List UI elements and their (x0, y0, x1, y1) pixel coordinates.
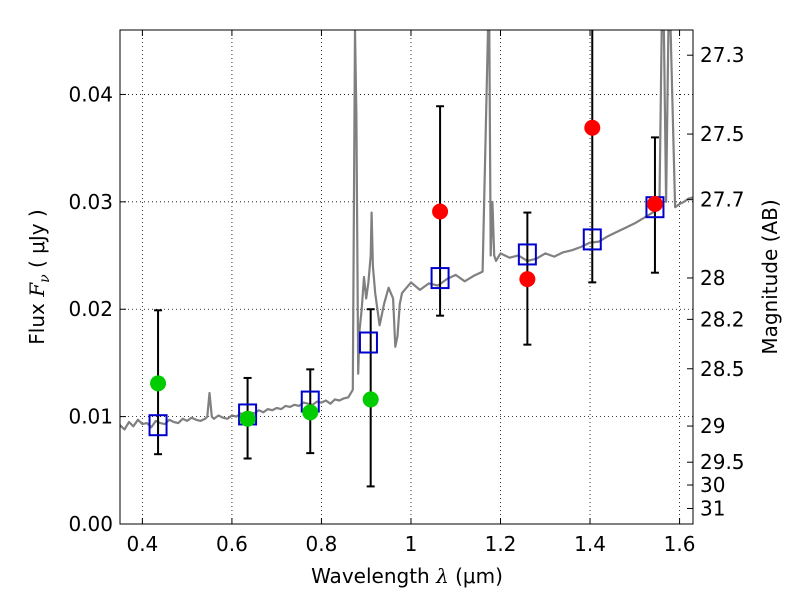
photometry-point (432, 203, 449, 220)
y-tick-label: 0.01 (68, 405, 113, 429)
y-tick-label: 0.04 (68, 82, 113, 106)
y2-axis-label: Magnitude (AB) (758, 199, 782, 354)
model-band-square (582, 228, 602, 251)
y-tick-label: 0.03 (68, 190, 113, 214)
grid-lines (120, 30, 693, 525)
x-tick-label: 1 (405, 532, 418, 556)
photometry-point (239, 410, 256, 427)
y-axis-label: Flux Fν ( μJy ) (25, 209, 53, 344)
y-tick-label: 0.02 (68, 297, 113, 321)
y2-tick-label: 27.3 (700, 43, 745, 67)
y2-tick-label: 27.7 (700, 188, 745, 212)
x-tick-label: 0.6 (216, 532, 248, 556)
y2-tick-label: 28 (700, 266, 725, 290)
tick-layer: 0.4 0.6 0.8 1 1.2 1.4 1.6 0.00 0.01 0.02 0.03 0.04 2… (68, 30, 745, 556)
photometry-point (584, 119, 601, 136)
y2-tick-label: 29.5 (700, 450, 745, 474)
y2-tick-label: 29 (700, 414, 725, 438)
model-band-square (148, 414, 168, 437)
x-tick-label: 0.8 (306, 532, 338, 556)
plot-frame (119, 29, 694, 525)
y2-tick-label: 31 (700, 496, 725, 520)
y2-tick-label: 30 (700, 473, 725, 497)
y2-tick-label: 27.5 (700, 122, 745, 146)
photometry-point (646, 195, 663, 212)
model-band-square (430, 267, 450, 290)
model-spectrum-line (120, 30, 693, 431)
x-tick-label: 1.4 (574, 532, 606, 556)
photometry-point (519, 271, 536, 288)
y-tick-label: 0.00 (68, 512, 113, 536)
photometry-point (362, 391, 379, 408)
y2-tick-label: 28.5 (700, 357, 745, 381)
model-band-square (358, 331, 378, 354)
model-band-square (517, 243, 537, 266)
y2-tick-label: 28.2 (700, 307, 745, 331)
spectrum-layer (120, 30, 693, 431)
marker-layer (148, 119, 665, 437)
x-tick-label: 1.2 (485, 532, 517, 556)
x-tick-label: 1.6 (664, 532, 696, 556)
photometry-point (150, 375, 167, 392)
x-axis-label: Wavelength λ (μm) (311, 564, 503, 588)
photometry-point (302, 404, 319, 421)
x-tick-label: 0.4 (126, 532, 158, 556)
